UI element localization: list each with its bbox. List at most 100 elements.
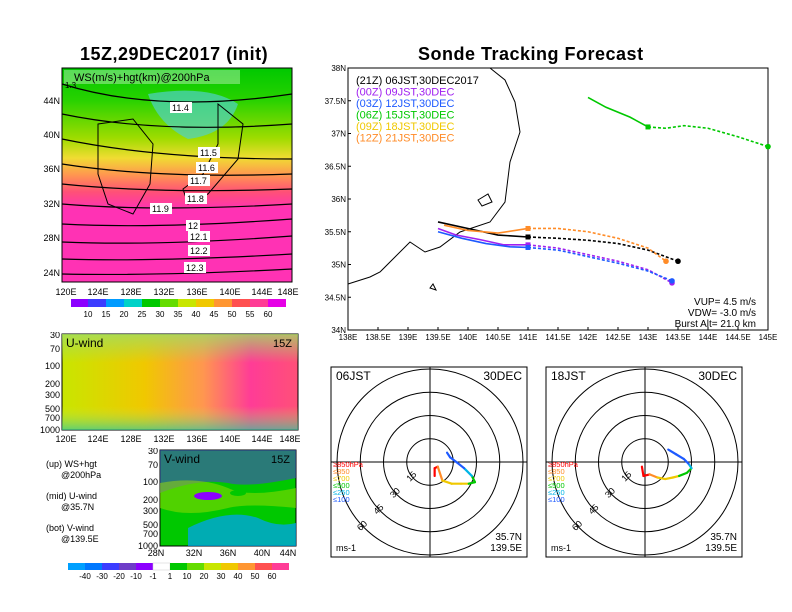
hodo-ring-label: 45 bbox=[371, 502, 385, 516]
uwind-section: U-wind 15Z 30 70 100 200 300 500 700 100… bbox=[40, 332, 300, 444]
lon-tick: 136E bbox=[186, 287, 207, 297]
legend-entry: (06Z) 15JST,30DEC bbox=[356, 110, 454, 122]
x-tick-label: 138E bbox=[339, 333, 358, 342]
coastline-china bbox=[97, 118, 154, 215]
hodo-ring-label: 30 bbox=[603, 486, 617, 500]
contour-label: 12.2 bbox=[190, 246, 208, 256]
x-tick-label: 145E bbox=[759, 333, 778, 342]
track-descent bbox=[528, 227, 667, 262]
lon-tick: 144E bbox=[251, 434, 272, 444]
hodo-layer-label: ≤100 bbox=[548, 495, 565, 504]
corner-value: 1.3 bbox=[65, 81, 77, 90]
lon-tick: 132E bbox=[153, 434, 174, 444]
hodo-layer-label: ≥850hPa bbox=[333, 460, 364, 469]
vcbar-tick: 60 bbox=[268, 572, 277, 581]
landing-marker bbox=[669, 278, 675, 284]
hodo-unit: ms-1 bbox=[551, 543, 571, 553]
hodo-segment bbox=[445, 451, 452, 459]
p-tick: 200 bbox=[143, 495, 158, 505]
track-ascent bbox=[443, 224, 529, 234]
lat-tick: 36N bbox=[220, 548, 237, 558]
lat-tick: 28N bbox=[148, 548, 165, 558]
hodo-layer-label: ≤250 bbox=[548, 488, 565, 497]
hodo-lat: 35.7N bbox=[495, 532, 522, 543]
param-vdw: VDW= -3.0 m/s bbox=[688, 308, 756, 319]
landing-marker bbox=[675, 258, 681, 265]
cbar-tick: 30 bbox=[156, 310, 165, 319]
legend-entry: (09Z) 18JST,30DEC bbox=[356, 121, 454, 133]
lon-tick: 148E bbox=[277, 287, 298, 297]
x-tick-label: 143.5E bbox=[665, 333, 690, 342]
hodo-layer-label: ≤850 bbox=[333, 467, 350, 476]
map-label: WS(m/s)+hgt(km)@200hPa bbox=[74, 72, 210, 84]
cbar-tick: 45 bbox=[210, 310, 219, 319]
lat-tick: 32N bbox=[186, 548, 203, 558]
track-chart: (21Z) 06JST,30DEC2017(00Z) 09JST,30DEC(0… bbox=[325, 64, 778, 342]
contour-label: 11.7 bbox=[190, 176, 207, 186]
x-tick-label: 142.5E bbox=[605, 333, 630, 342]
vcbar-tick: -10 bbox=[130, 572, 142, 581]
y-tick-label: 35.5N bbox=[325, 228, 347, 237]
lon-tick: 128E bbox=[120, 434, 141, 444]
param-burst: Burst Alt= 21.0 km bbox=[675, 319, 756, 330]
vcbar-tick: 10 bbox=[183, 572, 192, 581]
y-tick-label: 37.5N bbox=[325, 97, 347, 106]
lon-tick: 124E bbox=[87, 434, 108, 444]
y-tick-label: 34N bbox=[331, 326, 346, 335]
contour-label: 11.9 bbox=[152, 204, 169, 214]
hodo-ring-label: 15 bbox=[619, 469, 633, 483]
x-tick-label: 143E bbox=[639, 333, 658, 342]
vwind-label: V-wind bbox=[164, 452, 200, 466]
lat-tick: 36N bbox=[43, 164, 60, 174]
coastline bbox=[347, 67, 521, 285]
hodo-layer-label: ≤850 bbox=[548, 467, 565, 476]
burst-marker bbox=[525, 225, 531, 231]
note-mid: (mid) U-wind @35.7N bbox=[46, 491, 98, 512]
p-tick: 1000 bbox=[138, 541, 158, 551]
right-title: Sonde Tracking Forecast bbox=[418, 44, 644, 64]
hodo-segment bbox=[648, 473, 659, 479]
hodo-segment bbox=[674, 453, 685, 461]
hodo-segment bbox=[667, 448, 678, 456]
burst-marker bbox=[525, 242, 531, 248]
hodo-segment bbox=[436, 465, 444, 482]
hodo-lat: 35.7N bbox=[710, 532, 737, 543]
x-tick-label: 144.5E bbox=[725, 333, 750, 342]
landing-marker bbox=[663, 258, 669, 265]
legend-entry: (00Z) 09JST,30DEC bbox=[356, 87, 454, 99]
contour-label: 12 bbox=[188, 221, 198, 231]
track-descent bbox=[527, 246, 673, 282]
v-colorbar: -40 -30 -20 -10 -1 1 10 20 30 40 50 60 bbox=[68, 562, 289, 581]
hodo-date: 30DEC bbox=[483, 369, 522, 383]
burst-marker bbox=[645, 124, 651, 130]
vcbar-tick: -40 bbox=[79, 572, 91, 581]
lat-tick: 44N bbox=[280, 548, 297, 558]
legend-entry: (03Z) 12JST,30DEC bbox=[356, 98, 454, 110]
track-ascent bbox=[437, 227, 528, 246]
x-tick-label: 141E bbox=[519, 333, 538, 342]
note-up: (up) WS+hgt @200hPa bbox=[46, 459, 102, 480]
p-tick: 700 bbox=[143, 529, 158, 539]
lat-tick: 28N bbox=[43, 233, 60, 243]
p-tick: 30 bbox=[50, 332, 60, 340]
vcbar-tick: 1 bbox=[168, 572, 173, 581]
hodo-ring-label: 45 bbox=[586, 502, 600, 516]
legend-entry: (21Z) 06JST,30DEC2017 bbox=[356, 75, 479, 87]
cbar-tick: 50 bbox=[228, 310, 237, 319]
island bbox=[429, 283, 437, 291]
contour-label: 11.6 bbox=[198, 163, 215, 173]
lon-tick: 144E bbox=[251, 287, 272, 297]
hodo-segment bbox=[678, 471, 688, 478]
lon-tick: 128E bbox=[120, 287, 141, 297]
p-tick: 300 bbox=[143, 506, 158, 516]
hodo-lon: 139.5E bbox=[705, 543, 737, 554]
lon-tick: 132E bbox=[153, 287, 174, 297]
track-descent bbox=[527, 236, 679, 262]
hodo-segment bbox=[664, 476, 675, 481]
cbar-tick: 15 bbox=[102, 310, 111, 319]
left-title: 15Z,29DEC2017 (init) bbox=[80, 44, 269, 64]
p-tick: 200 bbox=[45, 379, 60, 389]
vcbar-tick: -20 bbox=[113, 572, 125, 581]
